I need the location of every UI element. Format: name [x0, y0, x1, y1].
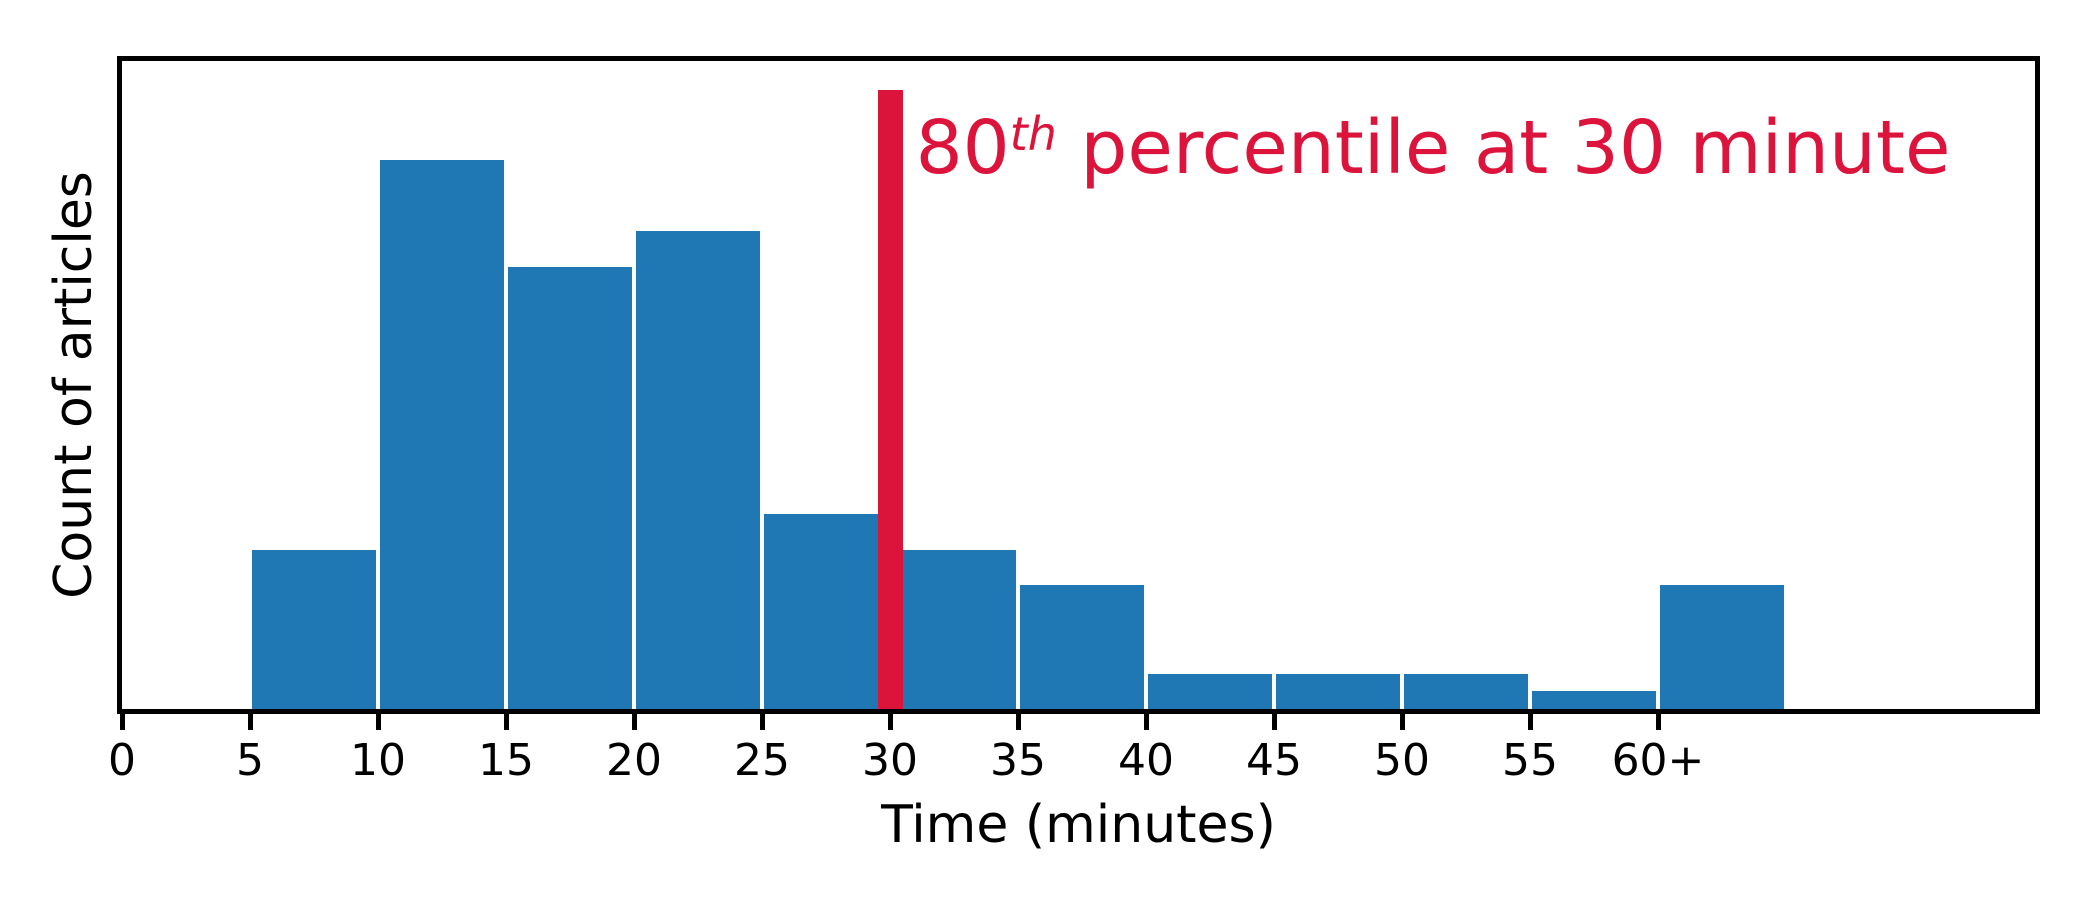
- x-tick: [1143, 714, 1149, 730]
- histogram-bar: [892, 549, 1016, 709]
- x-tick-label: 0: [108, 735, 136, 786]
- x-tick-label: 25: [734, 735, 790, 786]
- x-axis-label: Time (minutes): [881, 795, 1276, 855]
- annotation-superscript: th: [1009, 107, 1057, 162]
- x-tick-label: 5: [236, 735, 264, 786]
- x-tick-label: 50: [1374, 735, 1430, 786]
- annotation-rest: percentile at 30 minute: [1056, 105, 1951, 191]
- y-axis-label: Count of articles: [44, 171, 104, 599]
- histogram-bar: [1404, 673, 1528, 709]
- x-tick-label: 15: [478, 735, 534, 786]
- histogram-bar: [508, 266, 632, 709]
- x-tick: [119, 714, 125, 730]
- histogram-bar: [764, 514, 888, 709]
- x-tick-label: 35: [990, 735, 1046, 786]
- histogram-bar: [1020, 585, 1144, 709]
- histogram-bar: [1660, 585, 1784, 709]
- percentile-annotation: 80th percentile at 30 minute: [916, 111, 1951, 185]
- x-tick-label: 55: [1502, 735, 1558, 786]
- annotation-number: 80: [915, 105, 1010, 191]
- histogram-bar: [252, 549, 376, 709]
- percentile-vline: [877, 89, 903, 709]
- x-tick: [631, 714, 637, 730]
- x-tick: [1271, 714, 1277, 730]
- x-tick-label: 40: [1118, 735, 1174, 786]
- x-tick: [503, 714, 509, 730]
- histogram-bar: [1148, 673, 1272, 709]
- x-tick-label: 45: [1246, 735, 1302, 786]
- histogram-bar: [380, 160, 504, 709]
- histogram-bar: [1532, 691, 1656, 709]
- x-tick: [247, 714, 253, 730]
- histogram-bar: [636, 231, 760, 709]
- x-tick: [1527, 714, 1533, 730]
- histogram-bar: [1276, 673, 1400, 709]
- plot-area: 80th percentile at 30 minute: [117, 56, 2040, 714]
- x-tick: [759, 714, 765, 730]
- x-tick-label: 30: [862, 735, 918, 786]
- x-tick: [375, 714, 381, 730]
- x-tick-label: 60+: [1611, 735, 1705, 786]
- x-tick: [1015, 714, 1021, 730]
- x-tick: [1399, 714, 1405, 730]
- x-tick: [887, 714, 893, 730]
- x-tick: [1655, 714, 1661, 730]
- x-tick-label: 20: [606, 735, 662, 786]
- x-tick-label: 10: [350, 735, 406, 786]
